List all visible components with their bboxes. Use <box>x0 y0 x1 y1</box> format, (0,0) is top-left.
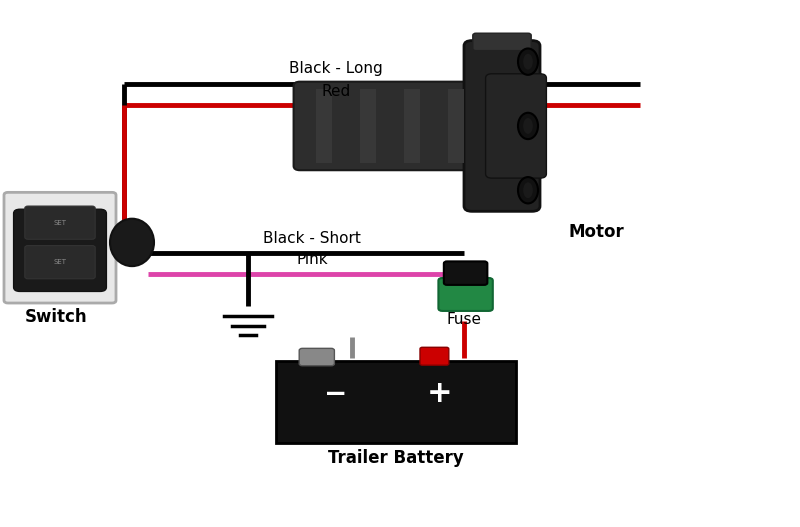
FancyBboxPatch shape <box>420 347 449 365</box>
Text: Trailer Battery: Trailer Battery <box>328 449 464 467</box>
FancyBboxPatch shape <box>14 209 106 291</box>
Text: Switch: Switch <box>25 308 87 326</box>
FancyBboxPatch shape <box>25 206 95 239</box>
Text: SET: SET <box>54 259 66 266</box>
Ellipse shape <box>523 118 533 134</box>
Text: Fuse: Fuse <box>446 312 482 327</box>
FancyBboxPatch shape <box>438 278 493 311</box>
Ellipse shape <box>518 177 538 203</box>
FancyBboxPatch shape <box>25 246 95 279</box>
FancyBboxPatch shape <box>4 192 116 303</box>
Text: Pink: Pink <box>296 252 328 267</box>
Text: Motor: Motor <box>568 223 624 241</box>
Bar <box>448 89 464 163</box>
FancyBboxPatch shape <box>444 261 487 285</box>
Ellipse shape <box>110 219 154 266</box>
Ellipse shape <box>523 54 533 70</box>
Text: Black - Short: Black - Short <box>263 231 361 246</box>
Text: Black - Long: Black - Long <box>289 62 383 76</box>
Bar <box>404 89 420 163</box>
FancyBboxPatch shape <box>473 33 531 51</box>
Text: SET: SET <box>54 220 66 226</box>
Ellipse shape <box>518 48 538 75</box>
Bar <box>316 89 332 163</box>
Text: −: − <box>324 379 348 408</box>
Ellipse shape <box>518 113 538 139</box>
Bar <box>276 361 516 443</box>
FancyBboxPatch shape <box>486 74 546 178</box>
Bar <box>128 238 144 254</box>
Bar <box>360 89 376 163</box>
Text: +: + <box>426 379 452 408</box>
Text: Red: Red <box>322 84 350 99</box>
FancyBboxPatch shape <box>464 41 540 211</box>
Ellipse shape <box>523 182 533 198</box>
FancyBboxPatch shape <box>299 348 334 366</box>
FancyBboxPatch shape <box>294 82 506 170</box>
